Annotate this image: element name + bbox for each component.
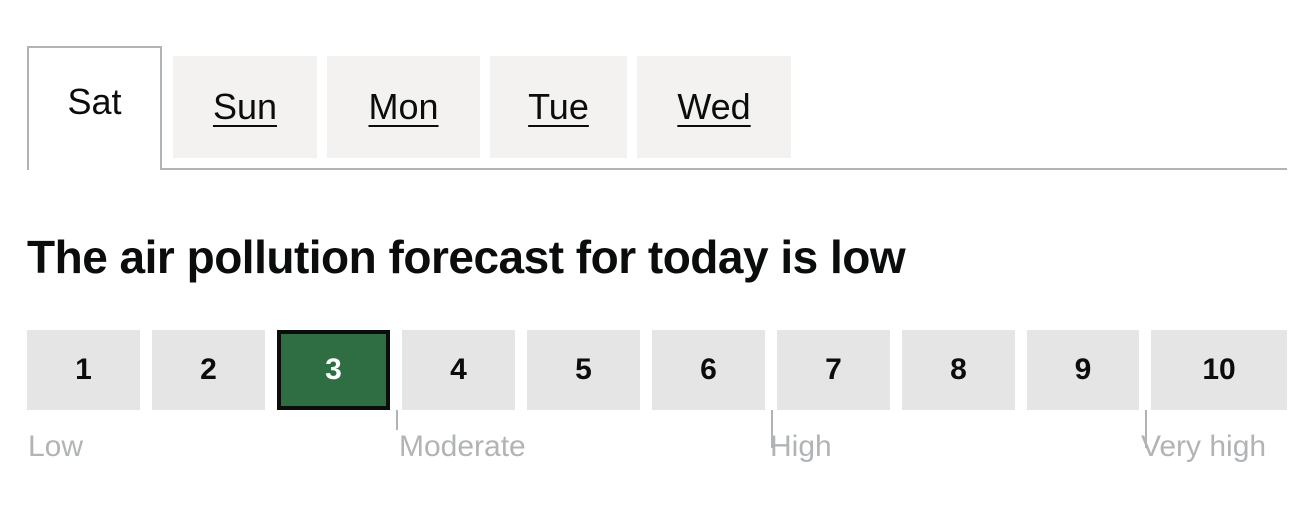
level-label-moderate: Moderate bbox=[399, 430, 526, 463]
tab-mon[interactable]: Mon bbox=[327, 56, 480, 158]
tabs-baseline bbox=[27, 168, 1287, 170]
pollution-scale: 1 2 3 4 5 6 7 8 9 10 bbox=[27, 330, 1287, 410]
tab-label: Sat bbox=[67, 81, 122, 122]
tab-wed[interactable]: Wed bbox=[637, 56, 791, 158]
scale-band-5: 5 bbox=[527, 330, 640, 410]
day-tabs: Sat Sun Mon Tue Wed bbox=[27, 46, 1287, 170]
band-value: 6 bbox=[700, 353, 717, 386]
band-value: 8 bbox=[950, 353, 967, 386]
band-value: 10 bbox=[1202, 353, 1236, 386]
tab-label: Wed bbox=[677, 86, 751, 127]
band-value: 4 bbox=[450, 353, 467, 386]
level-label-low: Low bbox=[28, 430, 84, 463]
level-label-high: High bbox=[770, 430, 832, 463]
tab-tue[interactable]: Tue bbox=[490, 56, 627, 158]
scale-band-4: 4 bbox=[402, 330, 515, 410]
scale-band-2: 2 bbox=[152, 330, 265, 410]
band-value: 5 bbox=[575, 353, 592, 386]
level-label-very-high: Very high bbox=[1141, 430, 1267, 463]
band-value: 9 bbox=[1074, 353, 1092, 386]
scale-band-8: 8 bbox=[902, 330, 1015, 410]
tab-sat[interactable]: Sat bbox=[27, 46, 162, 170]
band-value: 3 bbox=[325, 353, 342, 386]
band-value: 2 bbox=[200, 353, 217, 386]
level-tick-moderate bbox=[396, 410, 398, 430]
forecast-heading: The air pollution forecast for today is … bbox=[27, 231, 906, 283]
band-value: 7 bbox=[825, 353, 842, 386]
scale-band-10: 10 bbox=[1151, 330, 1287, 410]
scale-band-6: 6 bbox=[652, 330, 765, 410]
scale-band-7: 7 bbox=[777, 330, 890, 410]
tab-label: Sun bbox=[212, 86, 278, 127]
tab-label: Tue bbox=[528, 86, 589, 127]
band-value: 1 bbox=[75, 353, 92, 386]
level-tick-high bbox=[771, 410, 773, 448]
scale-band-3-current: 3 bbox=[277, 330, 390, 410]
tab-label: Mon bbox=[368, 86, 439, 127]
level-tick-very-high bbox=[1145, 410, 1147, 448]
scale-band-1: 1 bbox=[27, 330, 140, 410]
scale-band-9: 9 bbox=[1027, 330, 1139, 410]
tab-sun[interactable]: Sun bbox=[173, 56, 317, 158]
